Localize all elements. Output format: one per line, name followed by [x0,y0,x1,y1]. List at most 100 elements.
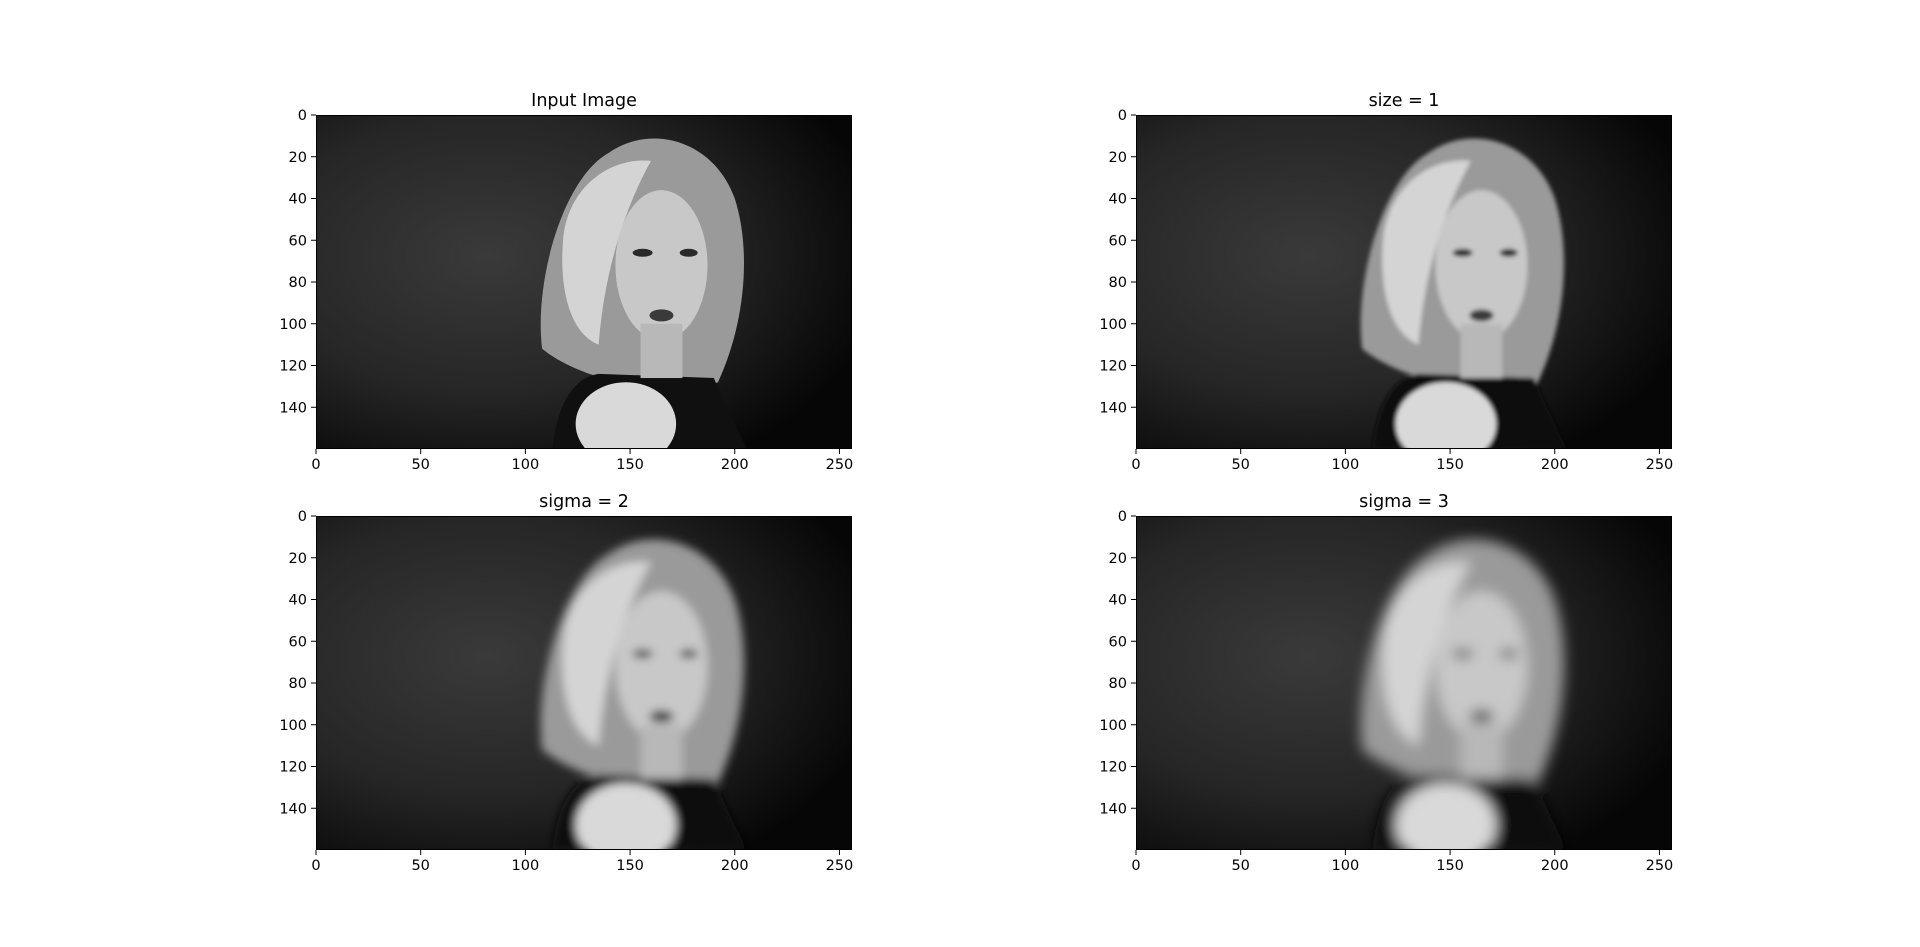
y-tick-label: 100 [279,317,307,333]
x-tick-label: 0 [311,858,320,874]
y-tick-label: 80 [289,275,307,291]
y-tick-label: 40 [1109,593,1127,609]
shoulder [575,783,677,850]
hair-highlight [562,160,651,345]
y-tick-label: 60 [1109,634,1127,650]
y-tick-label: 120 [279,760,307,776]
y-tick-label: 0 [298,509,307,525]
x-tick-label: 100 [512,858,540,874]
subplot-size-1: size = 1 0 50 100 150 200 250 0 20 40 60 80 100 120 14… [1099,91,1673,473]
face [1435,190,1528,341]
axes-frame [316,115,852,449]
eye-right [679,649,698,658]
y-tick-label: 80 [1109,676,1127,692]
portrait-shape [1360,539,1568,850]
y-tick-label: 140 [279,801,307,817]
neck [1460,323,1503,379]
x-tick-label: 200 [1541,457,1569,473]
image-area [316,115,852,449]
eye-right [679,248,698,257]
x-tick-label: 250 [826,457,854,473]
y-tick-label: 140 [1099,801,1127,817]
y-tick-label: 40 [1109,192,1127,208]
eye-right [1499,649,1518,658]
x-tick-label: 150 [616,858,644,874]
x-tick-label: 0 [311,457,320,473]
x-tick-label: 0 [1131,457,1140,473]
shoulder [575,382,677,449]
eye-left [1452,649,1473,658]
y-tick-label: 20 [1109,150,1127,166]
x-tick-label: 100 [512,457,540,473]
x-tick-label: 250 [826,858,854,874]
x-tick-label: 50 [411,858,429,874]
x-tick-label: 200 [721,858,749,874]
portrait-shape [1360,138,1568,449]
x-tick-label: 250 [1646,858,1674,874]
lips [649,309,674,322]
y-tick-label: 60 [289,233,307,249]
y-tick-label: 40 [289,593,307,609]
y-tick-label: 80 [289,676,307,692]
eye-left [1452,248,1473,257]
axes-frame [1136,115,1672,449]
face [615,591,708,742]
y-tick-label: 60 [1109,233,1127,249]
x-tick-label: 150 [1436,457,1464,473]
shoulder [1395,382,1497,449]
hair-highlight [562,561,651,746]
x-tick-label: 50 [1231,457,1249,473]
y-tick-label: 0 [298,108,307,124]
y-tick-label: 100 [279,718,307,734]
y-tick-label: 140 [1099,400,1127,416]
y-tick-label: 100 [1099,317,1127,333]
y-tick-label: 120 [279,359,307,375]
lips [649,710,674,723]
neck [1460,724,1503,780]
x-tick-label: 150 [616,457,644,473]
image-area [316,516,852,850]
shoulder [1395,783,1497,850]
face [1435,591,1528,742]
image-area [1136,516,1672,850]
subplot-title: Input Image [531,91,637,111]
face [615,190,708,341]
y-tick-label: 140 [279,400,307,416]
image-area [1136,115,1672,449]
x-tick-label: 100 [1332,457,1360,473]
y-tick-label: 120 [1099,760,1127,776]
x-tick-label: 50 [411,457,429,473]
eye-left [632,649,653,658]
y-tick-label: 20 [1109,551,1127,567]
hair-highlight [1382,561,1471,746]
x-tick-label: 200 [1541,858,1569,874]
y-tick-label: 20 [289,150,307,166]
y-tick-label: 120 [1099,359,1127,375]
y-tick-label: 80 [1109,275,1127,291]
subplot-title: sigma = 2 [539,492,629,512]
subplot-sigma-2: sigma = 2 0 50 100 150 200 250 0 20 40 60 80 100 120 1… [279,492,853,874]
y-tick-label: 40 [289,192,307,208]
portrait-shape [540,539,748,850]
y-tick-label: 0 [1118,108,1127,124]
x-tick-label: 50 [1231,858,1249,874]
hair-highlight [1382,160,1471,345]
lips [1469,309,1494,322]
x-tick-label: 150 [1436,858,1464,874]
neck [640,724,683,780]
y-tick-label: 20 [289,551,307,567]
x-tick-label: 200 [721,457,749,473]
subplot-sigma-3: sigma = 3 0 50 100 150 200 250 0 20 40 60 80 100 120 1… [1099,492,1673,874]
lips [1469,710,1494,723]
eye-left [632,248,653,257]
portrait-shape [540,138,748,449]
neck [640,323,683,379]
axes-frame [1136,516,1672,850]
y-tick-label: 0 [1118,509,1127,525]
eye-right [1499,248,1518,257]
axes-frame [316,516,852,850]
x-tick-label: 0 [1131,858,1140,874]
subplot-title: sigma = 3 [1359,492,1449,512]
y-tick-label: 60 [289,634,307,650]
